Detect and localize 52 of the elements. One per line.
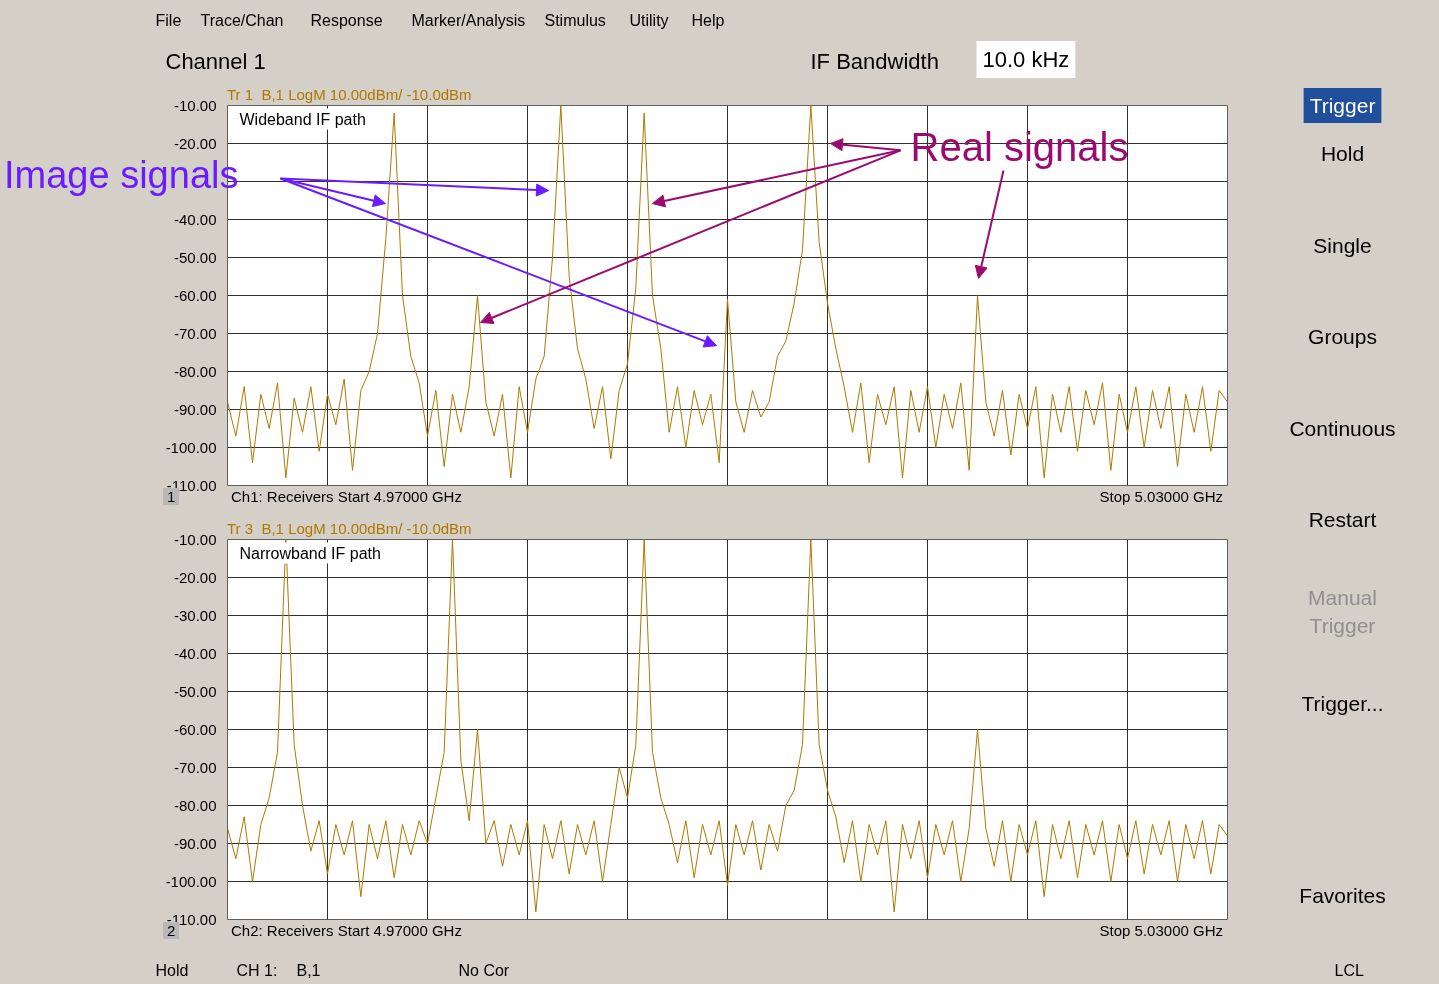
text: Single (1313, 234, 1372, 257)
text: Stimulus (544, 12, 606, 29)
y-tick-label: -70.00 (173, 758, 217, 776)
text: B,1 (296, 962, 321, 979)
y-tick-label: -90.00 (173, 400, 217, 418)
text: Utility (629, 12, 669, 29)
y-tick-label: -50.00 (173, 248, 217, 266)
text: Help (691, 12, 725, 29)
text: Ch2: Receivers Start 4.97000 GHz (231, 922, 462, 939)
y-tick-label: -60.00 (173, 286, 217, 304)
text: Groups (1308, 325, 1377, 348)
text: Trace/Chan (200, 12, 284, 29)
y-tick-label: -80.00 (173, 362, 217, 380)
chart-subtitle: Tr 1 B,1 LogM 10.00dBm/ -10.0dBm (227, 86, 472, 103)
text: Stop 5.03000 GHz (1099, 922, 1223, 939)
y-tick-label: -60.00 (173, 720, 217, 738)
y-tick-label: -40.00 (173, 644, 217, 662)
y-tick-label: -20.00 (173, 134, 217, 152)
text: Response (310, 12, 383, 29)
y-tick-label: -10.00 (173, 530, 217, 548)
y-tick-label: -20.00 (173, 568, 217, 586)
text: Trigger (1309, 94, 1376, 117)
text: Restart (1308, 508, 1377, 531)
line-series (227, 539, 1228, 913)
text: Stop 5.03000 GHz (1099, 488, 1223, 505)
chart-subtitle: Tr 3 B,1 LogM 10.00dBm/ -10.0dBm (227, 520, 472, 537)
text: File (155, 12, 182, 29)
chart-title: Narrowband IF path (239, 544, 381, 562)
text: Favorites (1299, 884, 1386, 907)
text: 10.0 kHz (982, 47, 1070, 72)
y-tick-label: -30.00 (173, 606, 217, 624)
text: Hold (155, 962, 189, 979)
text: Manual Trigger (1308, 586, 1377, 637)
y-tick-label: -10.00 (173, 96, 217, 114)
text: CH 1: (236, 962, 278, 979)
y-tick-label: -40.00 (173, 210, 217, 228)
chart-title: Wideband IF path (239, 110, 366, 128)
y-tick-label: -90.00 (173, 834, 217, 852)
y-tick-label: -70.00 (173, 324, 217, 342)
text: Continuous (1289, 417, 1396, 440)
y-tick-label: -80.00 (173, 796, 217, 814)
y-tick-label: -100.00 (165, 438, 217, 456)
text: Trigger... (1301, 692, 1384, 715)
text: Channel 1 (165, 49, 266, 74)
text: No Cor (458, 962, 510, 979)
text: Hold (1320, 142, 1365, 165)
text: Ch1: Receivers Start 4.97000 GHz (231, 488, 462, 505)
y-tick-label: -50.00 (173, 682, 217, 700)
text: IF Bandwidth (810, 49, 939, 74)
text: LCL (1334, 962, 1364, 979)
text: Marker/Analysis (411, 12, 526, 29)
y-tick-label: -100.00 (165, 872, 217, 890)
